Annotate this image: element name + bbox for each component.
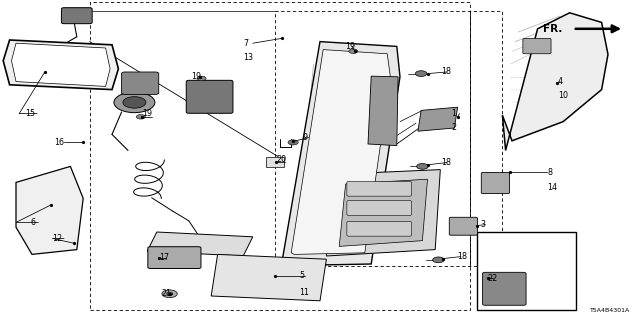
FancyBboxPatch shape [122, 72, 159, 94]
Polygon shape [16, 166, 83, 254]
Bar [90, 2, 470, 310]
FancyBboxPatch shape [347, 221, 412, 236]
FancyBboxPatch shape [347, 181, 412, 196]
Text: 10: 10 [558, 92, 568, 100]
Text: 13: 13 [243, 53, 253, 62]
Text: 19: 19 [142, 109, 152, 118]
Text: FR.: FR. [543, 24, 562, 34]
Polygon shape [502, 13, 608, 150]
FancyBboxPatch shape [481, 172, 509, 194]
Text: 18: 18 [442, 68, 452, 76]
Text: 21: 21 [161, 289, 172, 298]
Text: 15: 15 [25, 109, 35, 118]
Text: 4: 4 [558, 77, 563, 86]
Polygon shape [418, 107, 458, 131]
Text: 11: 11 [300, 288, 310, 297]
Text: 12: 12 [52, 234, 63, 243]
Circle shape [417, 164, 428, 169]
Text: 18: 18 [442, 158, 452, 167]
Text: 9: 9 [302, 133, 307, 142]
Text: 2: 2 [451, 124, 456, 132]
FancyBboxPatch shape [148, 247, 201, 268]
Text: 6: 6 [30, 218, 35, 227]
FancyBboxPatch shape [523, 38, 551, 54]
Text: 19: 19 [191, 72, 201, 81]
Text: 19: 19 [346, 42, 356, 51]
Text: 1: 1 [451, 109, 456, 118]
Circle shape [136, 115, 145, 119]
Bar [275, 11, 502, 266]
FancyBboxPatch shape [186, 80, 233, 113]
Circle shape [162, 290, 177, 298]
Polygon shape [147, 232, 253, 256]
Text: 5: 5 [300, 271, 305, 280]
FancyBboxPatch shape [61, 8, 92, 24]
Text: T5A4B4301A: T5A4B4301A [590, 308, 630, 313]
Bar [266, 157, 284, 167]
Polygon shape [282, 42, 400, 266]
Text: 22: 22 [488, 274, 498, 283]
Polygon shape [12, 43, 110, 86]
Text: 16: 16 [54, 138, 65, 147]
FancyBboxPatch shape [347, 201, 412, 215]
Text: 8: 8 [547, 168, 552, 177]
Circle shape [123, 97, 146, 108]
Text: 20: 20 [276, 156, 287, 164]
Circle shape [415, 71, 427, 76]
Circle shape [197, 76, 206, 81]
Circle shape [349, 49, 358, 53]
Circle shape [114, 92, 155, 113]
Circle shape [433, 257, 444, 263]
Bar [477, 232, 576, 310]
Text: 7: 7 [243, 39, 248, 48]
Text: 17: 17 [159, 253, 169, 262]
Polygon shape [326, 170, 440, 256]
Circle shape [288, 140, 298, 145]
Text: 3: 3 [480, 220, 485, 229]
Circle shape [166, 292, 173, 295]
Text: 14: 14 [547, 183, 557, 192]
Polygon shape [339, 179, 428, 246]
FancyBboxPatch shape [449, 217, 477, 235]
Polygon shape [3, 40, 118, 90]
FancyBboxPatch shape [483, 272, 526, 305]
Polygon shape [368, 76, 398, 146]
Polygon shape [291, 50, 390, 254]
Polygon shape [211, 254, 326, 301]
Text: 18: 18 [458, 252, 468, 261]
